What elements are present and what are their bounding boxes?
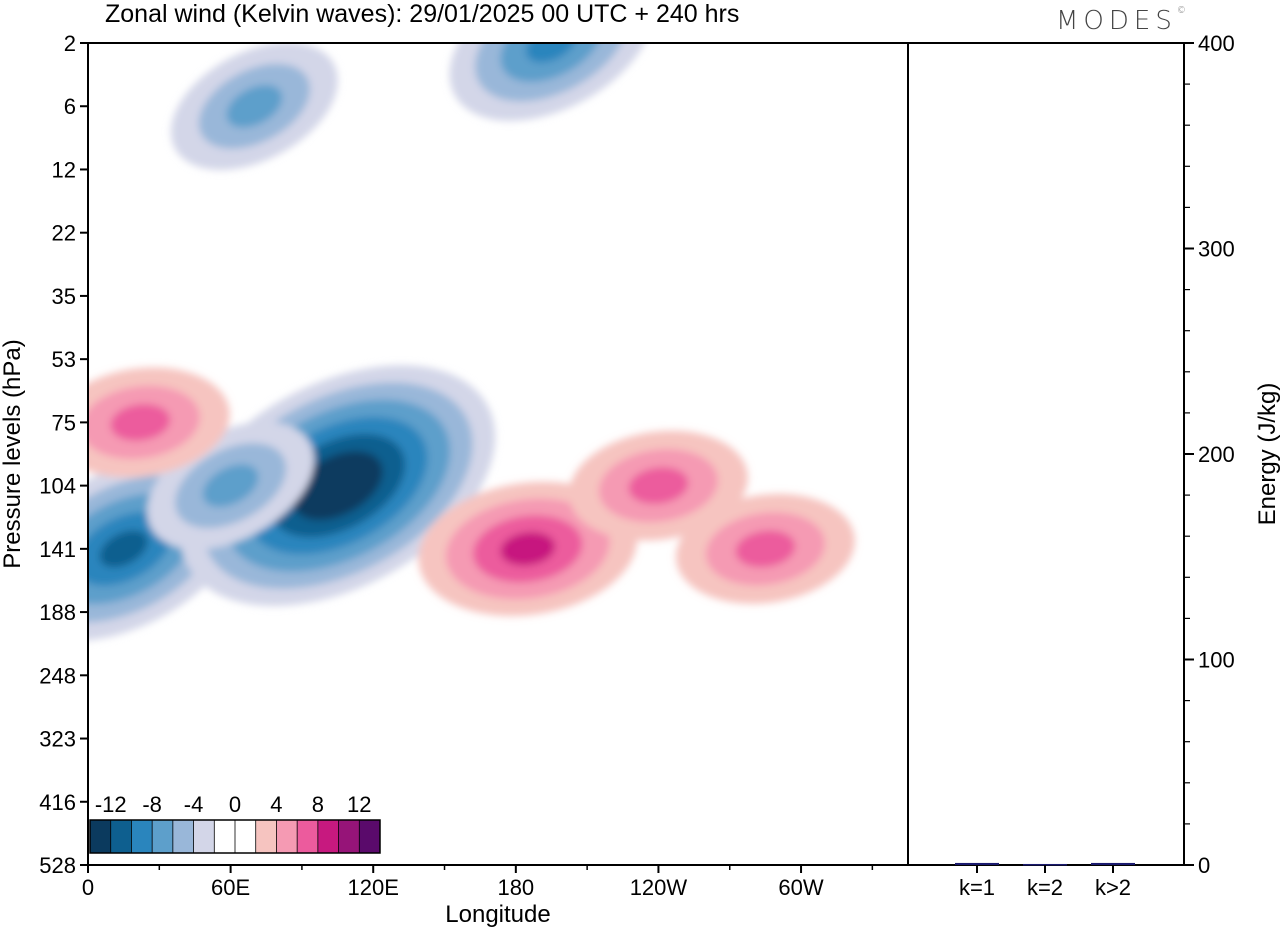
colorbar-label: -8 (142, 792, 162, 817)
energy-tick-label: 300 (1198, 237, 1235, 262)
energy-bars (955, 862, 1135, 866)
colorbar-swatch (172, 820, 195, 853)
pressure-tick-label: 141 (39, 537, 76, 562)
pressure-axis: 2 6 12 22 35 53 75 104 141 188 248 323 416 528 (39, 31, 88, 878)
y-axis-title: Pressure levels (hPa) (0, 339, 26, 568)
colorbar-swatch (317, 820, 340, 853)
longitude-tick-label: 120E (348, 875, 399, 900)
colorbar-label: 8 (312, 792, 324, 817)
colorbar-swatch (152, 820, 174, 853)
energy-tick-label: 0 (1198, 853, 1210, 878)
contour-panel (87, 42, 909, 866)
colorbar: -12 -8 -4 0 4 8 12 (89, 792, 381, 854)
energy-bar (955, 862, 999, 865)
colorbar-swatch (255, 820, 277, 853)
easterly-contour-band (500, 43, 603, 82)
colorbar-swatch (235, 820, 257, 853)
pressure-tick-label: 53 (52, 347, 76, 372)
pressure-tick-label: 416 (39, 790, 76, 815)
easterly-contour-band (202, 464, 259, 507)
energy-axis-title: Energy (J/kg) (1254, 383, 1280, 526)
longitude-tick-label: 180 (497, 875, 534, 900)
westerly-contour-band (735, 530, 796, 568)
modes-logo: MODES© (1056, 6, 1186, 36)
pressure-tick-label: 104 (39, 474, 76, 499)
longitude-tick-label: 60E (211, 875, 250, 900)
contour-fields (88, 43, 855, 641)
easterly-contour-band (315, 468, 361, 503)
energy-tick-label: 200 (1198, 442, 1235, 467)
energy-frame (907, 42, 1185, 866)
wavenumber-label: k>2 (1095, 875, 1131, 900)
pressure-tick-label: 528 (39, 853, 76, 878)
colorbar-swatch (338, 820, 360, 853)
pressure-tick-label: 2 (64, 31, 76, 56)
colorbar-swatch (276, 820, 298, 853)
pressure-tick-label: 248 (39, 663, 76, 688)
pressure-tick-label: 35 (52, 284, 76, 309)
energy-bar (1091, 862, 1135, 865)
colorbar-swatch (214, 820, 236, 853)
pressure-tick-label: 75 (52, 410, 76, 435)
longitude-tick-label: 60W (778, 875, 823, 900)
x-axis-title: Longitude (445, 901, 550, 928)
wavenumber-axis: k=1 k=2 k>2 (959, 865, 1131, 900)
colorbar-swatch (110, 820, 132, 853)
colorbar-swatch (359, 820, 381, 853)
pressure-tick-label: 6 (64, 94, 76, 119)
westerly-contour-band (500, 532, 556, 566)
energy-axis: 0 100 200 300 400 (1184, 31, 1235, 878)
westerly-contour-band (110, 404, 171, 441)
colorbar-swatch (193, 820, 215, 853)
longitude-axis: 0 60E 120E 180 120W 60W (82, 865, 874, 900)
longitude-tick-label: 0 (82, 875, 94, 900)
energy-panel: 0 100 200 300 400 k=1 k=2 k>2 Energy (J/kg) (907, 31, 1280, 900)
colorbar-label: 4 (270, 792, 282, 817)
wavenumber-label: k=1 (959, 875, 995, 900)
longitude-tick-label: 120W (630, 875, 688, 900)
colorbar-label: -12 (95, 792, 127, 817)
colorbar-label: 12 (347, 792, 371, 817)
colorbar-swatch (131, 820, 153, 853)
colorbar-label: 0 (229, 792, 241, 817)
colorbar-swatch (90, 820, 112, 853)
pressure-tick-label: 323 (39, 727, 76, 752)
chart-title: Zonal wind (Kelvin waves): 29/01/2025 00… (105, 0, 739, 28)
pressure-tick-label: 188 (39, 600, 76, 625)
wavenumber-label: k=2 (1027, 875, 1063, 900)
energy-bar (1023, 863, 1067, 866)
contour-blobs (88, 43, 855, 641)
westerly-contour-band (628, 467, 689, 504)
easterly-contour-band (226, 84, 283, 128)
energy-tick-label: 100 (1198, 648, 1235, 673)
easterly-contour-band (525, 43, 577, 63)
pressure-tick-label: 12 (52, 157, 76, 182)
easterly-contour-band (99, 530, 148, 568)
pressure-tick-label: 22 (52, 221, 76, 246)
energy-tick-label: 400 (1198, 31, 1235, 56)
colorbar-label: -4 (184, 792, 204, 817)
colorbar-swatch (297, 820, 319, 853)
